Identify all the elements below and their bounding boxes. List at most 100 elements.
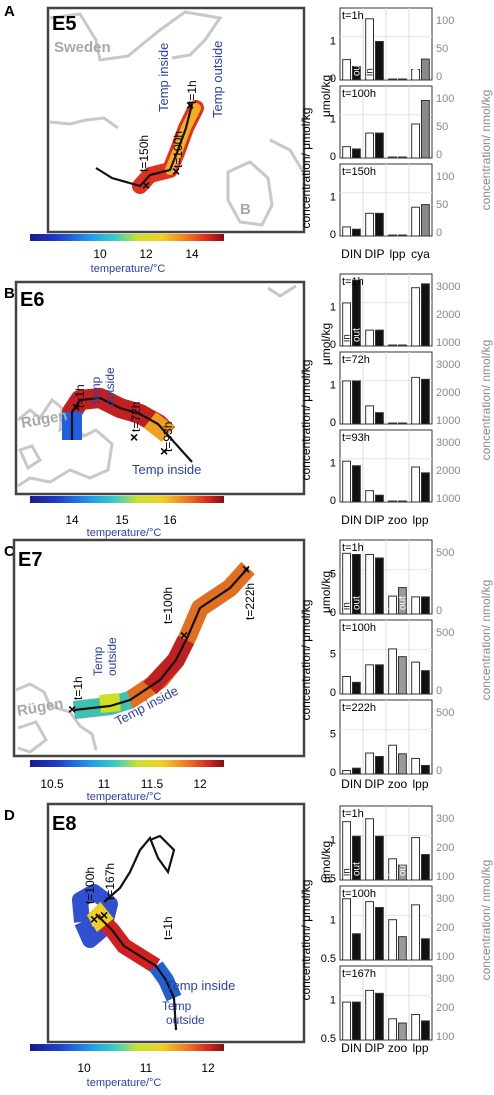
y-tick-left: 0 — [330, 417, 336, 429]
track-marker: × — [100, 907, 108, 923]
track-label: t=72h — [129, 402, 143, 432]
bar-in — [411, 376, 420, 425]
panel-letter: A — [4, 3, 15, 20]
y-tick-left: 0.5 — [321, 873, 336, 885]
bar-panel-d: concentration/ μmol/kg concentration/ nm… — [299, 805, 493, 1055]
y-tick-left: 5 — [330, 648, 336, 660]
bar-in — [388, 78, 397, 81]
drift-track — [95, 103, 194, 188]
bar-in — [411, 206, 420, 237]
bar-in — [342, 380, 351, 425]
map-label: B — [240, 201, 251, 218]
category-label: lpp — [412, 513, 428, 527]
colorbar-tick: 16 — [163, 513, 177, 527]
y-tick-left: 1 — [330, 301, 336, 313]
bar-in — [365, 752, 374, 775]
category-label: zoo — [388, 777, 408, 791]
colorbar-b: 14 15 16 temperature/°C — [30, 496, 224, 539]
drift-track — [73, 567, 249, 712]
bar-in — [388, 234, 397, 237]
bar-in — [365, 405, 374, 425]
category-label: zoo — [388, 513, 408, 527]
y-tick-left: 0.5 — [321, 1033, 336, 1045]
y-tick-left: 0 — [330, 151, 336, 163]
category-label: DIP — [364, 777, 384, 791]
in-out-label: in — [365, 68, 376, 76]
bar-panel-a: concentration/ μmol/kg concentration/ nm… — [299, 7, 493, 261]
y-tick-right: 0 — [436, 685, 442, 697]
bar-in — [388, 648, 397, 695]
bar-in — [342, 1001, 351, 1041]
in-out-label: out — [397, 328, 408, 342]
bar-out — [375, 835, 384, 881]
track-label: t=93h — [161, 422, 175, 452]
y-axis-label-left: concentration/ μmol/kg — [299, 360, 313, 481]
y-tick-left: 1 — [330, 994, 336, 1006]
colorbar-tick: 12 — [201, 1061, 215, 1075]
y-tick-right: 50 — [436, 199, 448, 211]
in-out-label: out — [351, 596, 362, 610]
bar-in — [342, 770, 351, 775]
colorbar — [30, 760, 224, 767]
track-label: t=222h — [243, 583, 257, 620]
island-outline — [17, 444, 42, 471]
map-a: × × × Sweden B t=150h t=100h t=1h Temp i… — [46, 6, 306, 234]
bar-out — [421, 938, 430, 961]
colorbar-d: 10 11 12 temperature/°C — [30, 1044, 224, 1089]
bar-in — [342, 821, 351, 881]
colorbar-tick: 12 — [193, 777, 207, 791]
bar-out — [352, 933, 361, 961]
legend-label: Temp inside — [156, 43, 171, 112]
y-tick-right: 0 — [436, 765, 442, 777]
bar-out — [352, 65, 361, 81]
y-tick-left: 0.5 — [321, 953, 336, 965]
cruise-id: E8 — [52, 813, 76, 835]
track-marker: × — [180, 627, 188, 643]
bar-in — [388, 344, 397, 347]
bar-out — [398, 78, 407, 81]
y-tick-left: 0 — [330, 687, 336, 699]
in-out-label: in — [342, 602, 353, 610]
y-tick-left: 0 — [330, 607, 336, 619]
coastline — [49, 116, 119, 130]
legend-label: Temp — [89, 376, 103, 406]
bar-out — [398, 656, 407, 695]
bar-out — [421, 472, 430, 503]
bar-out — [375, 40, 384, 81]
panel-letter: C — [4, 543, 15, 560]
panel-d: D × × t=100h t=167h t=1h Temp inside Tem… — [4, 802, 493, 1089]
bar-in — [411, 69, 420, 81]
legend-label: outside — [105, 637, 119, 676]
bar-out — [398, 1022, 407, 1041]
bar-in — [365, 490, 374, 503]
y-tick-right: 300 — [436, 813, 454, 825]
bar-out — [398, 344, 407, 347]
colorbar-tick: 10 — [77, 1061, 91, 1075]
temperature-track — [72, 884, 118, 948]
bar-out — [398, 156, 407, 159]
category-label: lpp — [412, 1041, 428, 1055]
category-label: zoo — [388, 1041, 408, 1055]
category-label: lpp — [389, 247, 405, 261]
legend-label: Temp inside — [166, 978, 235, 993]
y-tick-right: 1000 — [436, 493, 460, 505]
track-label: t=1h — [185, 80, 199, 104]
bar-in — [411, 596, 420, 615]
bar-in — [365, 818, 374, 881]
y-axis-label-left: μmol/kg — [319, 571, 333, 613]
subplot-title: t=93h — [342, 432, 370, 444]
y-tick-right: 100 — [436, 171, 454, 183]
bar-out — [421, 283, 430, 347]
coastline — [15, 682, 98, 751]
colorbar-label: temperature/°C — [87, 527, 162, 539]
bar-out — [352, 1001, 361, 1041]
bar-in — [342, 226, 351, 237]
y-tick-left: 1 — [330, 35, 336, 47]
y-tick-right: 200 — [436, 842, 454, 854]
cruise-id: E7 — [18, 549, 42, 571]
subplot-title: t=72h — [342, 354, 370, 366]
island-outline — [17, 720, 48, 754]
bar-in — [411, 661, 420, 695]
y-tick-right: 100 — [436, 15, 454, 27]
bar-out — [398, 500, 407, 503]
